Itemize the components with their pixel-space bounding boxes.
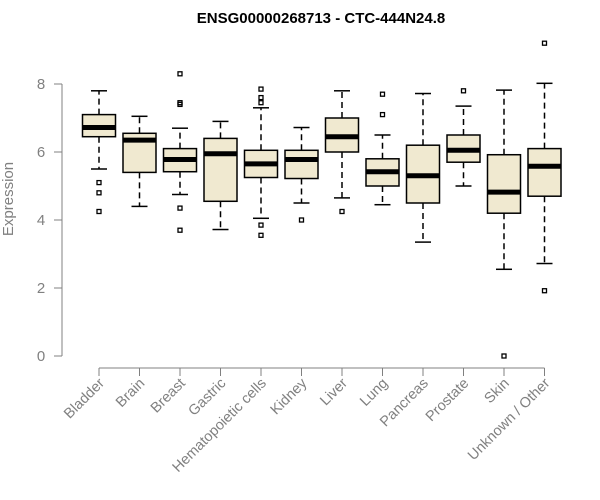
box-hematopoietic-cells: [243, 86, 279, 238]
box-iqr: [486, 153, 522, 214]
outlier-point: [258, 232, 264, 238]
outlier-point: [258, 86, 264, 92]
x-tick-label: Breast: [148, 376, 189, 417]
outlier-point: [96, 208, 102, 215]
box-kidney: [284, 126, 319, 223]
box-brain: [122, 115, 157, 208]
outlier-point: [96, 190, 102, 196]
outlier-point: [177, 101, 183, 108]
box-liver: [324, 90, 360, 215]
box-bladder: [81, 90, 117, 215]
box-gastric: [203, 120, 238, 231]
box-prostate: [446, 88, 481, 187]
outlier-point: [460, 88, 467, 94]
y-tick-label: 0: [37, 348, 45, 365]
y-tick-label: 8: [37, 76, 45, 93]
box-iqr: [527, 147, 562, 197]
outlier-point: [258, 222, 264, 228]
box-iqr: [284, 149, 319, 180]
box-pancreas: [405, 92, 441, 243]
box-iqr: [203, 137, 238, 203]
outlier-point: [96, 179, 102, 186]
outlier-point: [379, 91, 386, 97]
outlier-point: [339, 208, 345, 215]
box-skin: [486, 89, 522, 359]
x-tick-label: Prostate: [423, 376, 472, 425]
y-axis: 0 2 4 6 8: [37, 76, 63, 365]
box-breast: [162, 71, 198, 233]
y-tick-label: 6: [37, 144, 45, 161]
outlier-point: [379, 111, 386, 118]
outlier-point: [258, 94, 264, 101]
outlier-point: [501, 353, 507, 359]
x-tick-label: Kidney: [268, 375, 311, 418]
outlier-point: [298, 217, 305, 223]
y-axis-label: Expression: [0, 162, 17, 236]
x-tick-label: Brain: [113, 376, 148, 411]
boxes-group: [81, 40, 562, 359]
chart-title: ENSG00000268713 - CTC-444N24.8: [197, 10, 445, 27]
y-tick-label: 4: [37, 212, 45, 229]
outlier-point: [541, 288, 548, 294]
outlier-point: [177, 71, 183, 77]
box-lung: [365, 91, 400, 206]
x-tick-label: Lung: [357, 376, 391, 410]
box-unknown-other: [527, 40, 562, 294]
outlier-point: [258, 100, 264, 106]
y-tick-label: 2: [37, 280, 45, 297]
x-tick-label: Liver: [317, 375, 351, 409]
outlier-point: [541, 40, 548, 46]
outlier-point: [177, 205, 183, 211]
x-tick-label: Skin: [482, 376, 513, 407]
x-tick-label: Bladder: [61, 375, 108, 422]
outlier-point: [177, 227, 183, 233]
